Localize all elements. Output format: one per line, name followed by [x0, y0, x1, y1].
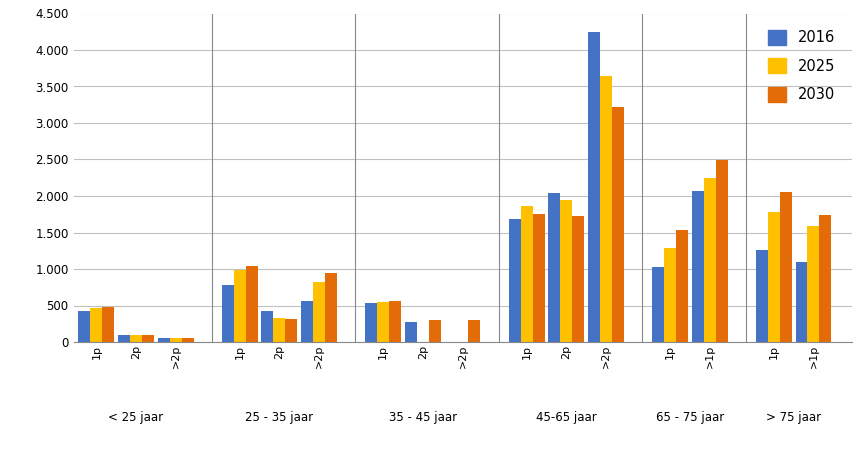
Bar — [652, 267, 664, 342]
Bar — [142, 335, 154, 342]
Bar — [325, 274, 337, 342]
Bar — [664, 248, 676, 342]
Bar — [90, 308, 102, 342]
Bar — [261, 310, 273, 342]
Bar — [429, 320, 441, 342]
Text: 35 - 45 jaar: 35 - 45 jaar — [388, 411, 457, 424]
Bar — [377, 302, 389, 342]
Bar — [405, 322, 417, 342]
Bar — [221, 285, 234, 342]
Bar — [469, 320, 480, 342]
Bar — [170, 338, 182, 342]
Bar — [600, 76, 612, 342]
Bar — [157, 338, 170, 342]
Bar — [79, 311, 90, 342]
Text: 65 - 75 jaar: 65 - 75 jaar — [656, 411, 724, 424]
Bar — [234, 270, 246, 342]
Bar — [301, 301, 313, 342]
Bar — [273, 318, 285, 342]
Legend: 2016, 2025, 2030: 2016, 2025, 2030 — [763, 24, 841, 108]
Bar — [573, 216, 584, 342]
Bar — [533, 213, 545, 342]
Bar — [548, 193, 561, 342]
Bar — [692, 191, 704, 342]
Bar — [819, 215, 831, 342]
Text: > 75 jaar: > 75 jaar — [766, 411, 821, 424]
Bar — [365, 303, 377, 342]
Bar — [588, 32, 600, 342]
Bar — [246, 266, 258, 342]
Bar — [285, 320, 298, 342]
Text: 45-65 jaar: 45-65 jaar — [536, 411, 597, 424]
Bar — [796, 262, 807, 342]
Bar — [676, 230, 688, 342]
Bar — [768, 212, 779, 342]
Bar — [807, 226, 819, 342]
Text: < 25 jaar: < 25 jaar — [108, 411, 163, 424]
Bar — [182, 338, 194, 342]
Bar — [102, 307, 114, 342]
Bar — [130, 335, 142, 342]
Bar — [561, 200, 573, 342]
Text: 25 - 35 jaar: 25 - 35 jaar — [246, 411, 313, 424]
Bar — [756, 250, 768, 342]
Bar — [389, 302, 401, 342]
Bar — [119, 335, 130, 342]
Bar — [704, 178, 715, 342]
Bar — [715, 160, 727, 342]
Bar — [612, 107, 624, 342]
Bar — [313, 282, 325, 342]
Bar — [509, 219, 521, 342]
Bar — [521, 206, 533, 342]
Bar — [779, 192, 791, 342]
